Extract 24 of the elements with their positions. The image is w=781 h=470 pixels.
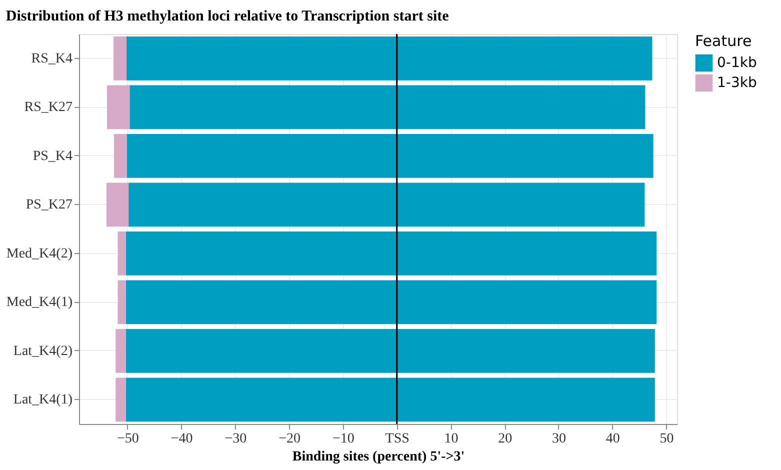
x-tick-label: TSS xyxy=(385,432,410,446)
y-tick-label: Med_K4(1) xyxy=(6,295,73,310)
legend-label: 0-1kb xyxy=(717,55,757,71)
chart-title: Distribution of H3 methylation loci relative to Transcription start site xyxy=(6,8,450,24)
legend-title: Feature xyxy=(695,32,752,50)
x-tick-label: −20 xyxy=(278,432,301,446)
y-tick-label: Med_K4(2) xyxy=(6,246,73,262)
y-tick-label: RS_K4 xyxy=(31,51,72,66)
x-tick-label: 10 xyxy=(444,432,458,446)
x-tick-label: −10 xyxy=(332,432,354,446)
x-tick-label: −30 xyxy=(224,432,247,446)
legend-label: 1-3kb xyxy=(717,75,757,91)
y-tick-label: PS_K4 xyxy=(32,148,72,164)
y-tick-label: Lat_K4(1) xyxy=(13,392,73,408)
x-tick-label: −50 xyxy=(117,432,139,446)
y-tick-label: PS_K27 xyxy=(26,198,72,213)
x-tick-label: 20 xyxy=(498,432,512,446)
y-tick-label: RS_K27 xyxy=(24,100,72,116)
x-tick-label: 40 xyxy=(606,432,620,446)
y-tick-label: Lat_K4(2) xyxy=(13,344,73,359)
x-tick-label: 50 xyxy=(660,432,674,446)
x-axis-title: Binding sites (percent) 5'->3' xyxy=(292,450,465,464)
x-tick-label: −40 xyxy=(170,432,193,446)
x-tick-label: 30 xyxy=(552,432,566,446)
